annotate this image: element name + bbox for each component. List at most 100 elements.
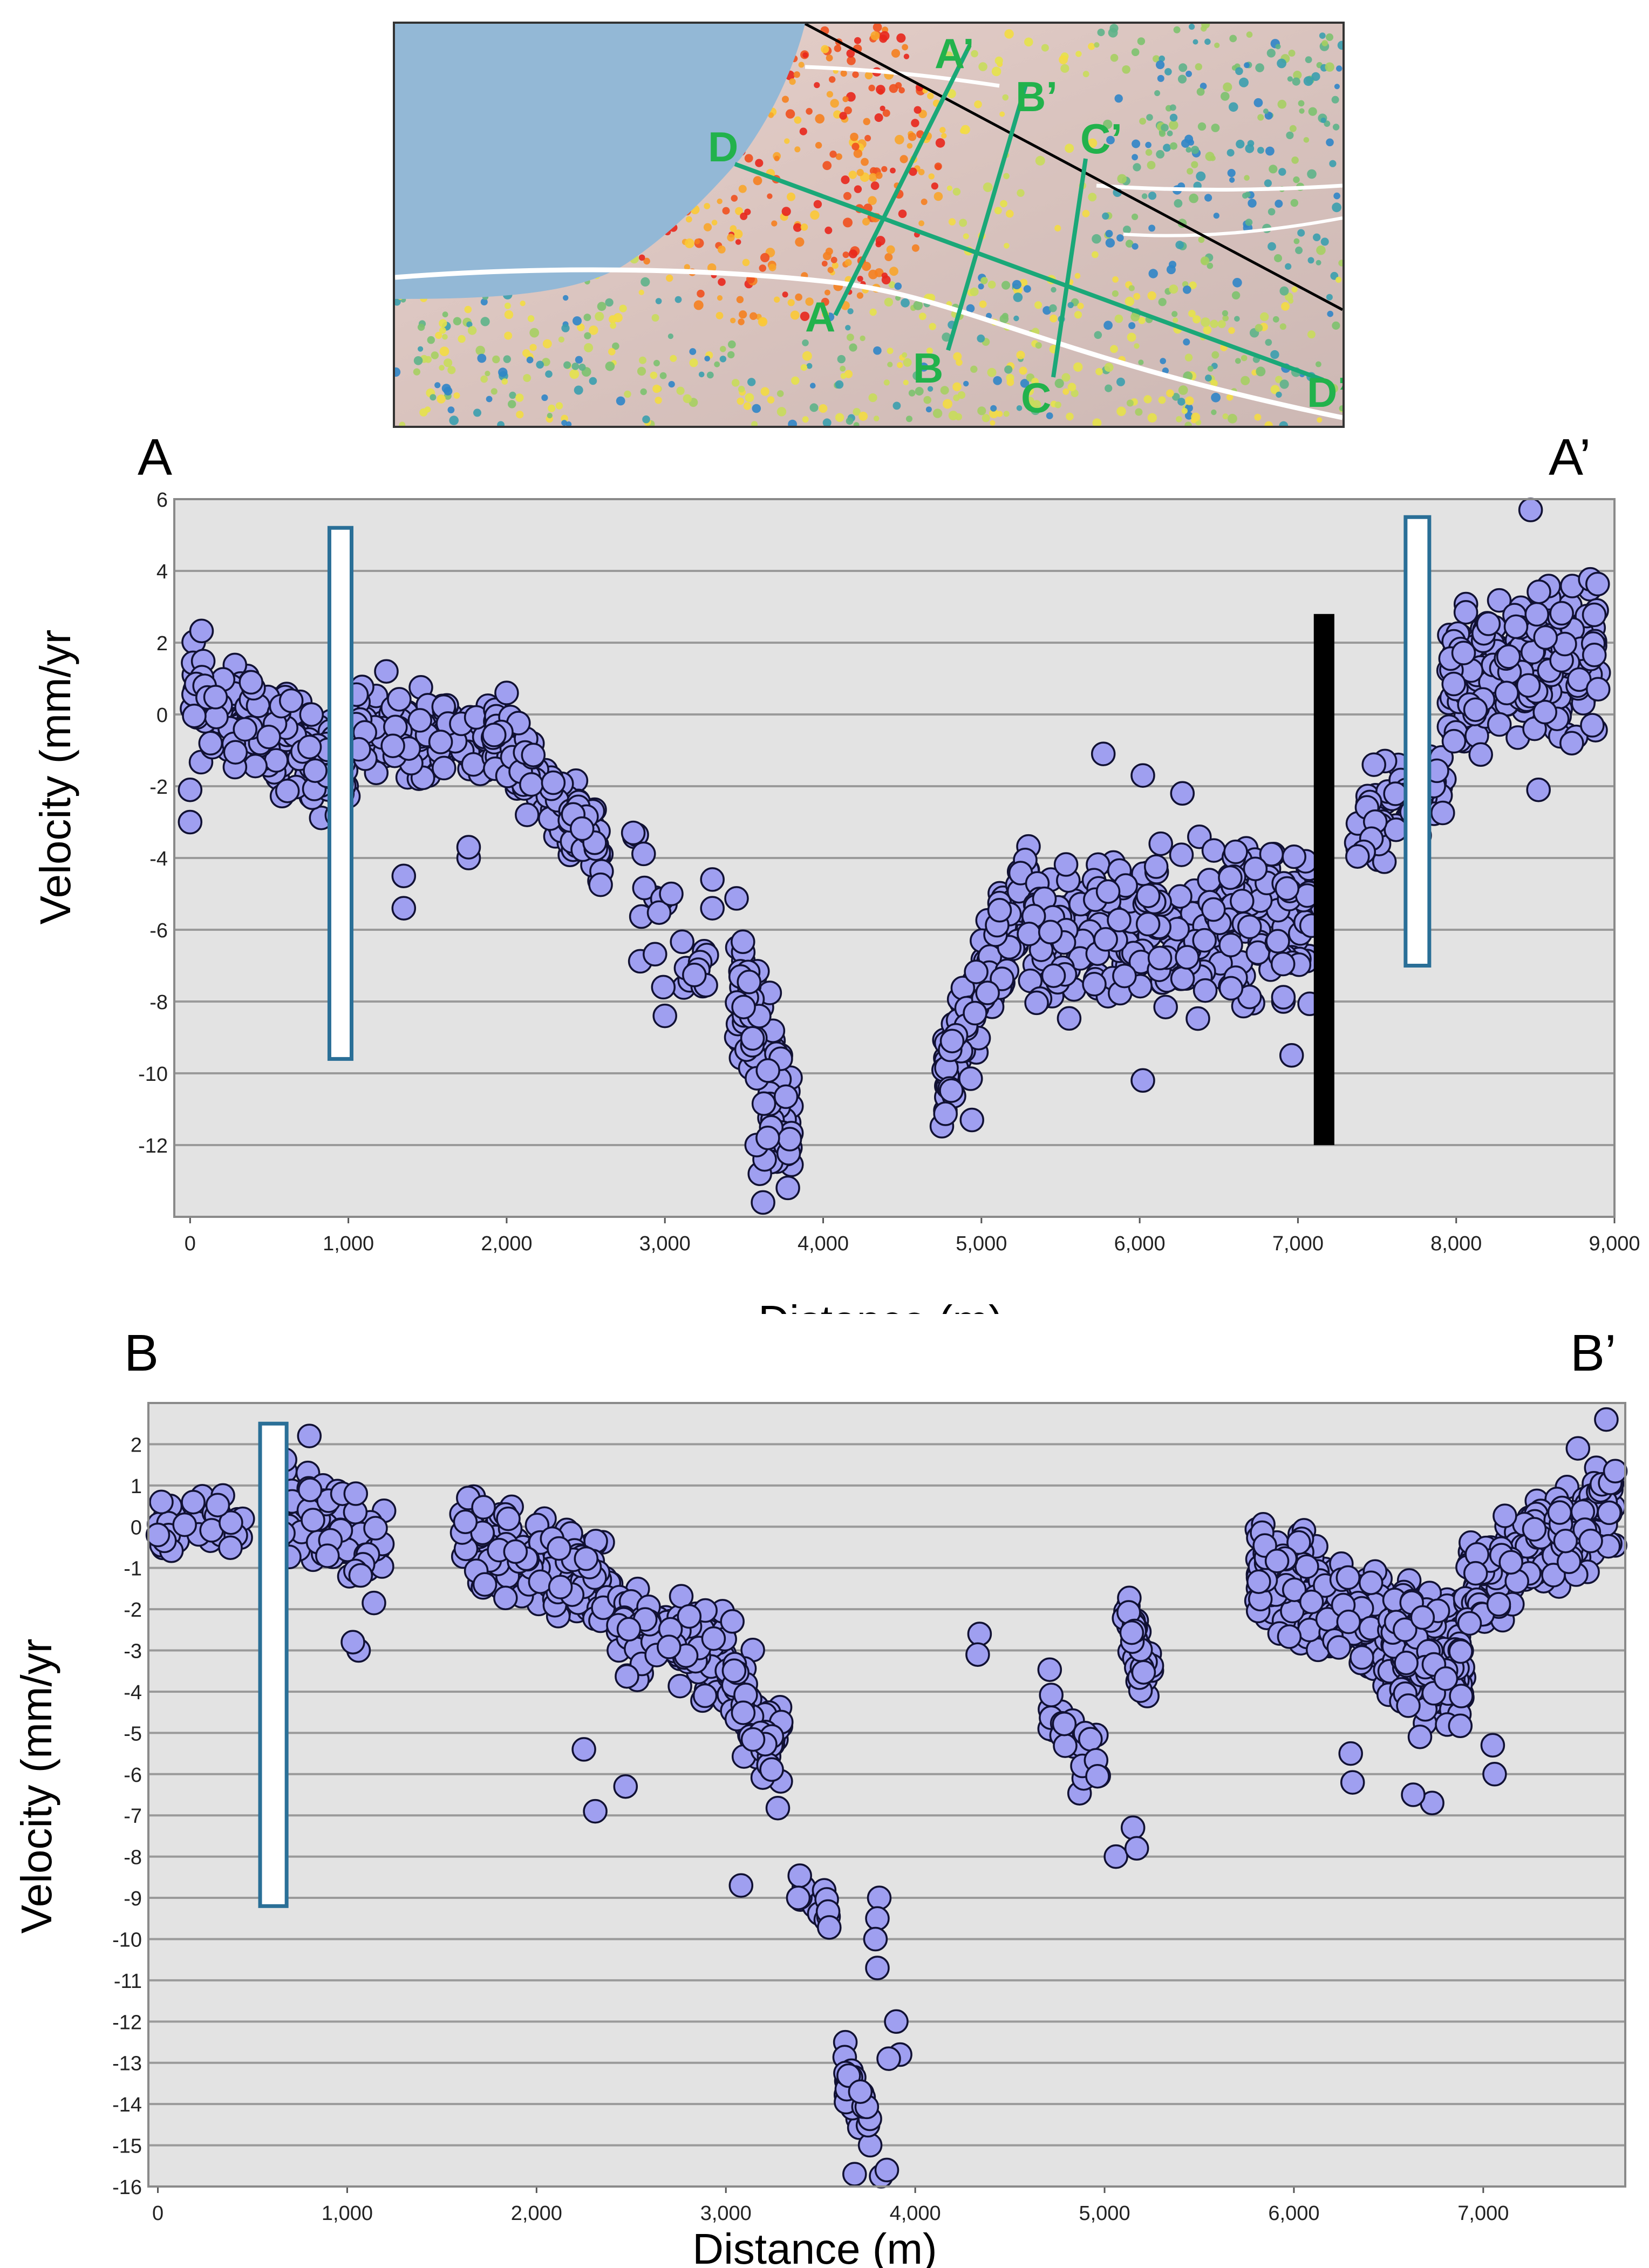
x-tick-label: 6,000	[1114, 1232, 1166, 1255]
data-point	[1078, 1727, 1103, 1752]
map-velocity-dot	[707, 263, 717, 273]
data-point	[1265, 929, 1290, 954]
y-tick-label: -11	[114, 1970, 142, 1993]
map-velocity-dot	[1203, 325, 1212, 335]
data-point	[1448, 1639, 1473, 1664]
data-point	[1449, 1684, 1474, 1708]
chart-title-left: A	[138, 428, 172, 486]
data-point	[1095, 879, 1121, 904]
data-point	[1585, 571, 1610, 597]
map-velocity-dot	[1241, 355, 1248, 362]
data-point	[615, 1664, 639, 1689]
map-velocity-dot	[1062, 388, 1069, 395]
map-velocity-dot	[565, 421, 572, 426]
map-velocity-dot	[849, 343, 857, 352]
map-velocity-dot	[1148, 192, 1157, 200]
map-velocity-dot	[655, 298, 662, 304]
map-velocity-dot	[800, 223, 808, 231]
data-point	[848, 2079, 873, 2104]
map-velocity-dot	[882, 109, 890, 117]
map-velocity-dot	[862, 262, 871, 271]
map-velocity-dot	[717, 198, 723, 205]
data-point	[632, 875, 657, 901]
map-velocity-dot	[826, 91, 833, 98]
map-velocity-dot	[1277, 58, 1286, 69]
map-velocity-dot	[760, 387, 769, 396]
data-point	[670, 929, 694, 955]
map-velocity-dot	[638, 254, 645, 261]
data-point	[178, 777, 203, 802]
map-velocity-dot	[395, 367, 401, 377]
data-point	[1361, 752, 1386, 777]
data-point	[1037, 1657, 1062, 1682]
map-velocity-dot	[983, 182, 993, 192]
map-velocity-dot	[1223, 82, 1232, 92]
map-velocity-dot	[1169, 120, 1178, 130]
map-velocity-dot	[837, 355, 846, 364]
map-velocity-dot	[768, 263, 776, 271]
map-velocity-dot	[1193, 315, 1201, 324]
map-velocity-dot	[880, 31, 890, 41]
map-velocity-dot	[1092, 234, 1101, 244]
data-point	[574, 1546, 599, 1571]
map-velocity-dot	[684, 238, 694, 248]
data-point	[472, 1572, 498, 1597]
map-velocity-dot	[1066, 412, 1074, 421]
map-velocity-dot	[848, 249, 857, 258]
map-velocity-dot	[1147, 291, 1156, 301]
map-velocity-dot	[889, 267, 898, 276]
data-point	[755, 1125, 780, 1150]
map-velocity-dot	[1189, 281, 1197, 289]
map-velocity-dot	[1316, 361, 1321, 367]
map-velocity-dot	[497, 421, 505, 426]
map-velocity-dot	[1222, 310, 1228, 317]
data-point	[1582, 643, 1607, 668]
map-velocity-dot	[561, 420, 568, 426]
map-velocity-dot	[1275, 44, 1281, 50]
map-velocity-dot	[569, 369, 580, 379]
map-velocity-dot	[825, 247, 833, 255]
data-point	[1057, 1006, 1082, 1031]
map-velocity-dot	[853, 408, 861, 416]
data-point	[1526, 777, 1551, 802]
map-velocity-dot	[727, 234, 735, 242]
y-tick-label: -6	[149, 920, 168, 942]
data-point	[343, 1481, 369, 1506]
map-velocity-dot	[1234, 316, 1240, 322]
map-velocity-dot	[846, 417, 854, 425]
map-velocity-dot	[1133, 292, 1141, 300]
map-velocity-dot	[1017, 189, 1025, 197]
map-velocity-dot	[735, 207, 744, 215]
map-velocity-dot	[1268, 208, 1276, 216]
map-velocity-dot	[932, 408, 943, 418]
map-velocity-dot	[1133, 163, 1141, 172]
data-point	[865, 1956, 890, 1980]
map-velocity-dot	[870, 181, 880, 190]
y-tick-label: -8	[149, 991, 168, 1014]
data-point	[1282, 1577, 1307, 1602]
data-point	[503, 1539, 528, 1564]
map-velocity-dot	[1200, 256, 1210, 265]
map-velocity-dot	[1002, 94, 1009, 101]
map-velocity-dot	[1228, 413, 1237, 424]
map-velocity-dot	[447, 366, 456, 374]
data-point	[682, 963, 707, 987]
data-point	[453, 1509, 478, 1535]
map-velocity-dot	[946, 185, 952, 191]
data-point	[775, 1175, 800, 1201]
map-velocity-dot	[1291, 286, 1298, 292]
data-point	[571, 1737, 596, 1762]
map-velocity-dot	[774, 296, 780, 303]
data-point	[1597, 1500, 1621, 1525]
data-point	[1218, 865, 1243, 890]
map-velocity-dot	[1035, 342, 1042, 349]
map-velocity-dot	[1097, 29, 1105, 37]
map-velocity-dot	[1196, 87, 1205, 96]
map-velocity-dot	[1105, 230, 1113, 237]
map-velocity-dot	[853, 422, 860, 426]
map-velocity-dot	[793, 223, 802, 232]
data-point	[1493, 1503, 1517, 1528]
map-velocity-dot	[767, 396, 775, 404]
map-velocity-dot	[1268, 242, 1276, 251]
map-velocity-dot	[431, 351, 439, 359]
